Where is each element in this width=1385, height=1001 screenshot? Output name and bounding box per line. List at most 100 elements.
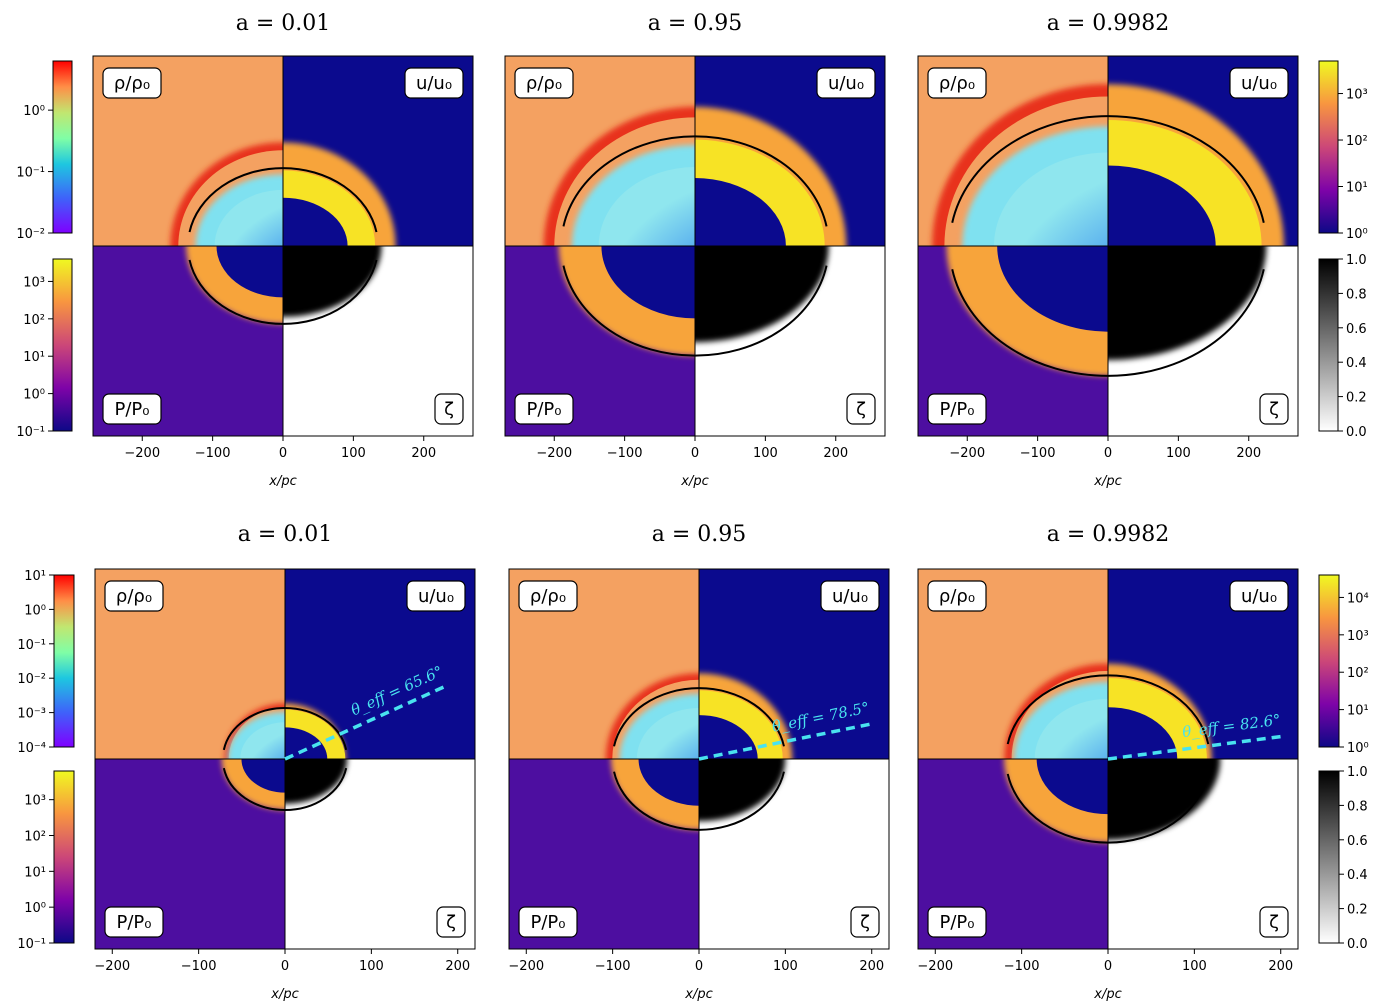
zeta-ejecta [699, 759, 786, 822]
pressure-cavity [216, 246, 283, 298]
density-structure [605, 673, 699, 759]
x-tick-label: −100 [1004, 959, 1040, 974]
x-tick-label: 100 [1182, 959, 1207, 974]
quadrant-label: u/u₀ [418, 586, 454, 607]
quadrant-label: ζ [860, 912, 870, 933]
colorbar-tick-label: 10⁻⁴ [17, 741, 46, 756]
zeta-ejecta [283, 246, 382, 317]
quadrant-label: P/P₀ [940, 399, 975, 420]
x-tick-label: 200 [1268, 959, 1293, 974]
colorbar-tick-label: 0.8 [1346, 287, 1367, 302]
colorbar-tick-label: 10⁻² [17, 672, 46, 687]
quadrant-label: P/P₀ [115, 399, 150, 420]
colorbar-right-1-0: 10⁴ 10³ 10² 10¹ 10⁰ [1318, 574, 1369, 756]
quadrant-label-box [1259, 393, 1289, 425]
pressure-structure [558, 246, 695, 356]
zeta-structure [699, 759, 786, 822]
quadrant-label: P/P₀ [940, 912, 975, 933]
colorbar-tick-label: 10¹ [1346, 181, 1368, 196]
density-cavity-inner [636, 708, 699, 759]
colorbar-tick-label: 0.4 [1346, 356, 1367, 371]
x-tick-label: 200 [445, 959, 470, 974]
colorbars-layer: 10⁰10⁻¹10⁻²10³10²10¹10⁰10⁻¹10³10²10¹10⁰1… [16, 60, 1369, 952]
zeta-ejecta [695, 246, 829, 343]
colorbar-tick-label: 10⁰ [23, 104, 45, 119]
density-structure [170, 142, 283, 246]
colorbar-tick-label: 10⁰ [1347, 741, 1369, 756]
colorbar-tick-label: 10⁻³ [17, 707, 46, 722]
panel-title: a = 0.9982 [1047, 11, 1170, 36]
panel-title: a = 0.01 [238, 522, 333, 547]
velocity-cavity [1108, 165, 1216, 246]
zeta-structure [283, 246, 382, 317]
x-tick-label: −200 [124, 446, 160, 461]
density-cavity-inner [214, 189, 283, 246]
x-tick-label: 0 [279, 446, 287, 461]
quadrant-label: u/u₀ [1241, 586, 1277, 607]
colorbar-tick-label: 0.8 [1347, 799, 1368, 814]
x-tick-label: −100 [1020, 446, 1056, 461]
quadrant-label: u/u₀ [416, 73, 452, 94]
colorbar-fill [53, 574, 75, 748]
quadrant-label-box [102, 67, 162, 99]
quadrant-label-box [927, 393, 987, 425]
velocity-cavity [1108, 707, 1178, 759]
colorbar-tick-label: 10¹ [1347, 704, 1369, 719]
quadrant-label: P/P₀ [117, 912, 152, 933]
colorbar-tick-label: 0.6 [1346, 322, 1367, 337]
x-tick-label: −100 [195, 446, 231, 461]
quadrant-label: u/u₀ [828, 73, 864, 94]
quadrant-label-box [850, 906, 880, 938]
quadrant-label-box [518, 580, 578, 612]
x-axis-label: x/pc [270, 987, 298, 1001]
colorbar-tick-label: 0.2 [1347, 903, 1368, 918]
colorbar-tick-label: 10⁰ [23, 388, 45, 403]
colorbar-tick-label: 0.0 [1347, 937, 1368, 952]
colorbar-tick-label: 10³ [1346, 88, 1368, 103]
density-cavity-inner [240, 722, 285, 759]
density-structure [224, 703, 285, 759]
quadrant-label-box [434, 393, 464, 425]
velocity-cavity [283, 197, 348, 246]
panel-0-2: ρ/ρ₀ u/u₀ P/P₀ ζ a = 0.9982 −200 −100 0 100 200 x/… [917, 11, 1299, 489]
colorbar-tick-label: 10² [1347, 666, 1369, 681]
quadrant-label-box [436, 906, 466, 938]
panel-body [505, 56, 885, 436]
x-axis-label: x/pc [1093, 474, 1121, 489]
pressure-structure [186, 246, 283, 324]
quadrant-label-box [846, 393, 876, 425]
colorbar-tick-label: 0.0 [1346, 425, 1367, 440]
panel-body [93, 56, 473, 436]
colorbar-tick-label: 10⁻¹ [17, 638, 46, 653]
quadrant-label: ρ/ρ₀ [939, 586, 975, 607]
colorbar-tick-label: 10⁻² [16, 227, 45, 242]
x-axis-label: x/pc [684, 987, 712, 1001]
panel-title: a = 0.01 [236, 11, 331, 36]
x-axis-label: x/pc [680, 474, 708, 489]
density-structure [1004, 663, 1108, 759]
pressure-cavity [601, 246, 695, 319]
quadrant-label: ζ [856, 399, 866, 420]
panel-body: θ_eff = 78.5° [509, 569, 889, 949]
quadrant-label-box [518, 906, 578, 938]
x-tick-label: 0 [1104, 959, 1112, 974]
colorbar-right-1-1: 1.0 0.8 0.6 0.4 0.2 0.0 [1318, 765, 1368, 952]
x-tick-label: 200 [411, 446, 436, 461]
velocity-structure [283, 142, 396, 246]
quadrant-label-box [1259, 906, 1289, 938]
colorbar-fill [1318, 574, 1340, 748]
colorbar-fill [1318, 258, 1339, 432]
panel-1-1: θ_eff = 78.5°ρ/ρ₀ u/u₀ P/P₀ ζ a = 0.95 −200 −1… [508, 522, 890, 1001]
quadrant-label: ρ/ρ₀ [530, 586, 566, 607]
colorbar-tick-label: 10⁻¹ [16, 166, 45, 181]
x-tick-label: −100 [595, 959, 631, 974]
colorbar-fill [53, 770, 75, 944]
x-tick-label: −100 [607, 446, 643, 461]
colorbar-tick-label: 10² [1346, 134, 1368, 149]
jet-direction-line [698, 721, 876, 761]
velocity-structure [285, 703, 346, 759]
velocity-structure [1108, 84, 1284, 246]
panels-layer: ρ/ρ₀ u/u₀ P/P₀ ζ a = 0.01 −200 −100 0 100 200 x/pc… [92, 11, 1299, 1001]
quadrant-label: ρ/ρ₀ [526, 73, 562, 94]
